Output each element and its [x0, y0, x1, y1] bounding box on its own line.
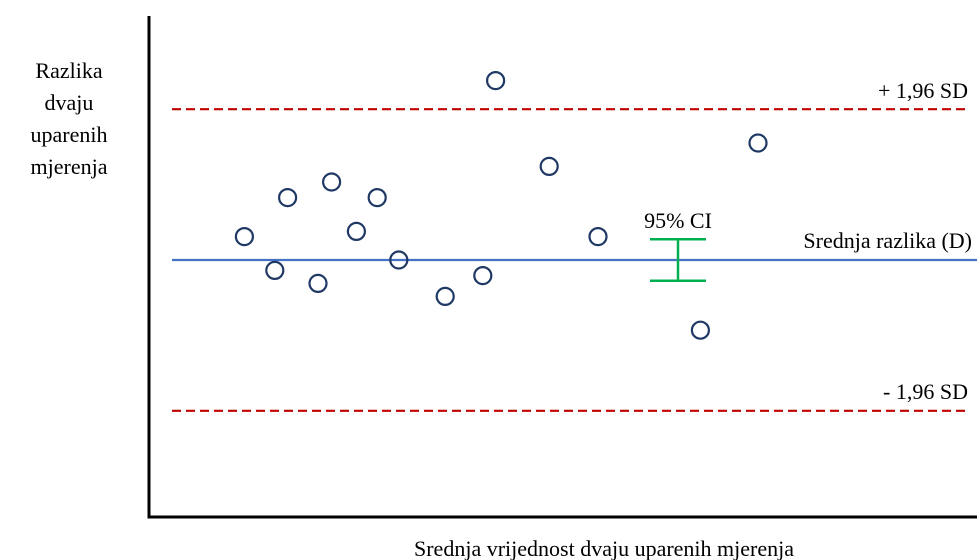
data-point-2 — [265, 260, 285, 280]
data-point-14 — [690, 320, 711, 340]
ci-label: 95% CI — [644, 208, 712, 233]
data-point-4 — [308, 273, 328, 293]
y-axis-title: Razlika dvaju uparenih mjerenja — [31, 58, 108, 179]
data-point-15 — [748, 133, 768, 153]
x-axis-title: Srednja vrijednost dvaju uparenih mjeren… — [414, 536, 794, 560]
data-point-3 — [278, 188, 298, 208]
confidence-interval: 95% CI — [644, 208, 712, 283]
data-point-7 — [367, 188, 387, 208]
data-point-12 — [539, 156, 559, 176]
lower-limit-label: - 1,96 SD — [883, 379, 968, 404]
y-axis-title-line-1: Razlika — [35, 58, 102, 83]
data-point-5 — [322, 172, 342, 192]
y-axis-title-line-2: dvaju — [45, 90, 94, 115]
mean-difference-label: Srednja razlika (D) — [803, 228, 972, 253]
data-point-6 — [346, 221, 366, 241]
data-point-13 — [588, 227, 608, 247]
y-axis-title-line-4: mjerenja — [31, 154, 108, 179]
upper-limit-label: + 1,96 SD — [878, 78, 968, 103]
data-points — [234, 70, 768, 340]
data-point-11 — [486, 70, 506, 91]
data-point-8 — [389, 250, 409, 270]
data-point-1 — [234, 227, 254, 247]
data-point-9 — [435, 286, 455, 306]
data-point-10 — [473, 266, 493, 286]
y-axis-title-line-3: uparenih — [31, 122, 108, 147]
